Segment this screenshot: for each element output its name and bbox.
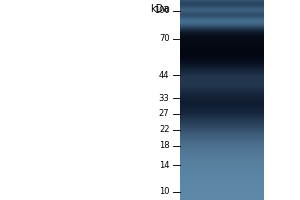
Text: 22: 22: [159, 125, 169, 134]
Text: 10: 10: [159, 187, 169, 196]
Text: 27: 27: [159, 109, 169, 118]
Text: 100: 100: [154, 6, 169, 15]
Text: 33: 33: [159, 94, 170, 103]
Text: 44: 44: [159, 71, 169, 80]
Text: 18: 18: [159, 141, 169, 150]
Text: 70: 70: [159, 34, 169, 43]
Text: 14: 14: [159, 161, 169, 170]
Text: kDa: kDa: [150, 4, 170, 14]
